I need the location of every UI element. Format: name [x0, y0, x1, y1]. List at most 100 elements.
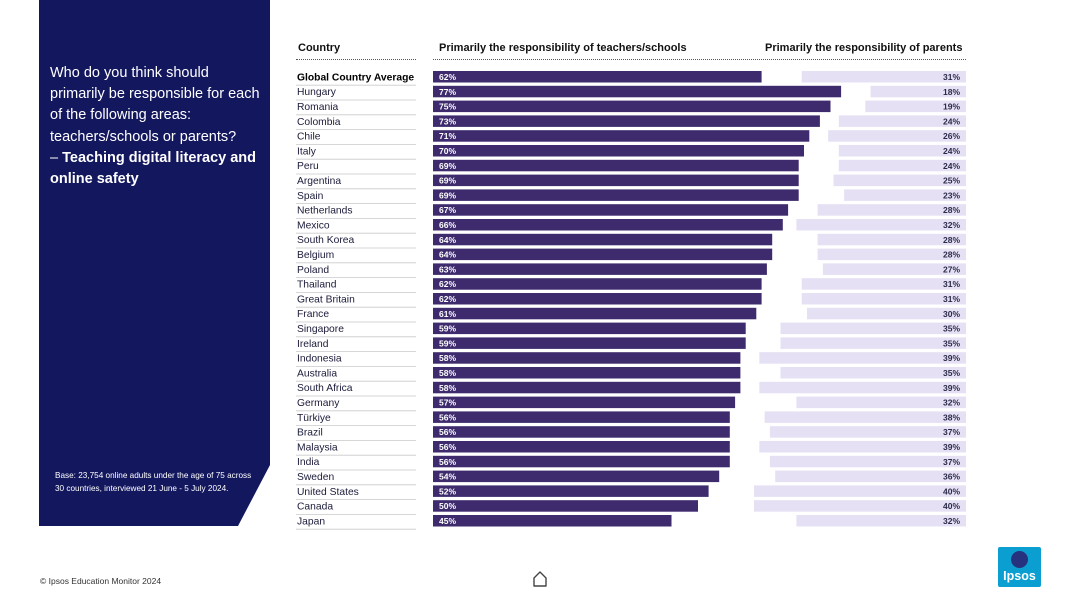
country-label: Canada	[297, 502, 333, 513]
parents-value-label: 35%	[943, 338, 960, 348]
parents-bar	[817, 248, 966, 261]
parents-value-label: 40%	[943, 486, 960, 496]
country-label: Germany	[297, 398, 340, 409]
teachers-value-label: 54%	[439, 472, 456, 482]
parents-value-label: 40%	[943, 501, 960, 511]
question-dash: –	[50, 149, 59, 166]
country-label: Singapore	[297, 324, 344, 335]
country-label: Mexico	[297, 220, 330, 231]
country-label: Hungary	[297, 87, 337, 98]
parents-value-label: 32%	[943, 398, 960, 408]
teachers-bar	[433, 159, 799, 172]
teachers-column-header: Primarily the responsibility of teachers…	[439, 42, 687, 54]
teachers-value-label: 70%	[439, 146, 456, 156]
teachers-value-label: 75%	[439, 102, 456, 112]
teachers-bar	[433, 293, 762, 305]
teachers-bar	[433, 367, 741, 379]
country-label: Australia	[297, 368, 337, 379]
teachers-bar	[433, 396, 736, 409]
parents-value-label: 19%	[943, 102, 960, 112]
teachers-value-label: 45%	[439, 516, 456, 526]
parents-value-label: 39%	[943, 353, 960, 363]
teachers-bar	[433, 485, 709, 497]
teachers-value-label: 59%	[439, 338, 456, 348]
teachers-bar	[433, 204, 789, 216]
country-label: Argentina	[297, 176, 341, 187]
parents-bar	[796, 515, 966, 527]
parents-bar	[838, 145, 966, 157]
country-label: Türkiye	[297, 413, 331, 424]
teachers-value-label: 61%	[439, 309, 456, 319]
parents-bar	[865, 100, 966, 113]
parents-bar	[759, 441, 966, 453]
country-label: Romania	[297, 102, 338, 113]
teachers-bar	[433, 470, 720, 483]
parents-bar	[780, 367, 966, 379]
teachers-bar	[433, 100, 831, 113]
parents-bar	[828, 130, 966, 142]
parents-value-label: 35%	[943, 324, 960, 334]
parents-value-label: 24%	[943, 146, 960, 156]
teachers-value-label: 66%	[439, 220, 456, 230]
country-label: South Africa	[297, 383, 353, 394]
parents-value-label: 27%	[943, 264, 960, 274]
teachers-bar	[433, 189, 799, 201]
teachers-bar	[433, 381, 741, 394]
parents-bar	[759, 381, 966, 394]
teachers-value-label: 62%	[439, 294, 456, 304]
parents-value-label: 37%	[943, 457, 960, 467]
parents-value-label: 24%	[943, 161, 960, 171]
parents-bar	[754, 485, 966, 497]
question-text: Who do you think should primarily be res…	[50, 63, 265, 190]
teachers-bar	[433, 322, 746, 335]
parents-column-header: Primarily the responsibility of parents	[765, 42, 963, 54]
country-label: Ireland	[297, 339, 329, 350]
ipsos-logo-mark	[1011, 551, 1028, 568]
parents-value-label: 23%	[943, 190, 960, 200]
teachers-bar	[433, 278, 762, 290]
parents-value-label: 24%	[943, 116, 960, 126]
teachers-value-label: 67%	[439, 205, 456, 215]
teachers-bar	[433, 71, 762, 83]
parents-value-label: 28%	[943, 205, 960, 215]
country-label: Brazil	[297, 428, 323, 439]
country-label: Poland	[297, 265, 329, 276]
country-column-header: Country	[298, 42, 341, 54]
parents-value-label: 35%	[943, 368, 960, 378]
parents-value-label: 39%	[943, 442, 960, 452]
parents-bar	[817, 204, 966, 216]
parents-bar	[801, 293, 966, 305]
teachers-bar	[433, 352, 741, 364]
country-label: Italy	[297, 146, 317, 157]
teachers-value-label: 59%	[439, 324, 456, 334]
country-label: Indonesia	[297, 354, 342, 365]
side-panel: Who do you think should primarily be res…	[39, 0, 270, 526]
teachers-value-label: 50%	[439, 501, 456, 511]
home-icon[interactable]	[532, 570, 548, 588]
footer-copyright: © Ipsos Education Monitor 2024	[40, 576, 162, 586]
parents-bar	[759, 352, 966, 364]
country-label: United States	[297, 487, 359, 498]
teachers-bar	[433, 174, 799, 187]
parents-bar	[817, 233, 966, 246]
teachers-value-label: 64%	[439, 235, 456, 245]
parents-bar	[801, 278, 966, 290]
parents-value-label: 28%	[943, 235, 960, 245]
country-label: South Korea	[297, 235, 355, 246]
parents-value-label: 31%	[943, 294, 960, 304]
parents-value-label: 30%	[943, 309, 960, 319]
teachers-value-label: 73%	[439, 116, 456, 126]
country-label: Colombia	[297, 117, 341, 128]
teachers-value-label: 69%	[439, 190, 456, 200]
parents-value-label: 32%	[943, 516, 960, 526]
teachers-value-label: 69%	[439, 161, 456, 171]
teachers-value-label: 56%	[439, 442, 456, 452]
parents-bar	[769, 455, 966, 468]
teachers-value-label: 62%	[439, 279, 456, 289]
parents-value-label: 39%	[943, 383, 960, 393]
teachers-bar	[433, 515, 672, 527]
parents-bar	[754, 500, 966, 512]
parents-bar	[775, 470, 966, 483]
parents-value-label: 25%	[943, 176, 960, 186]
parents-bar	[780, 337, 966, 349]
